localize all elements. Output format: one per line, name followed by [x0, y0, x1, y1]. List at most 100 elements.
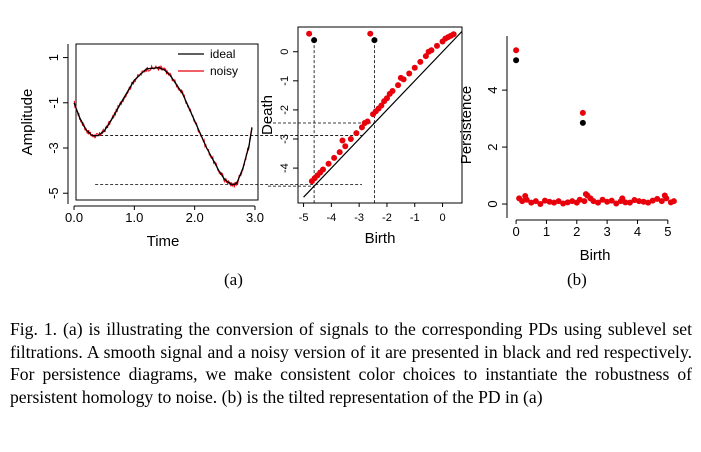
panel-3-point-noisy: [555, 198, 562, 205]
panel-2-point-noisy: [397, 74, 404, 81]
panel-1-frame: [75, 43, 259, 201]
panel-2-point-noisy: [450, 31, 457, 38]
panel-2-x-tick-label: 0: [439, 212, 445, 224]
panel-3-point-ideal: [579, 119, 586, 126]
panel-2-point-noisy: [347, 136, 354, 142]
figure-caption: Fig. 1. (a) is illustrating the conversi…: [10, 319, 692, 407]
panel-1-y-tick-label: -3: [46, 142, 61, 154]
panel-2-x-tick-label: -2: [382, 212, 392, 224]
panel-3-point-noisy: [654, 195, 661, 202]
panel-3-point-noisy: [551, 199, 558, 206]
panel-2-point-noisy: [395, 82, 402, 89]
panel-2-x-tick-label: -4: [326, 212, 336, 224]
panel-3-y-tick-label: 0: [485, 200, 500, 207]
panel-3-point-noisy: [645, 199, 652, 206]
panel-1-legend-label: ideal: [210, 47, 235, 61]
panel-3-point-noisy: [522, 193, 529, 200]
panel-3-point-noisy: [619, 195, 626, 202]
panel-3-x-tick-label: 1: [543, 224, 550, 239]
panel-2-x-tick-label: -1: [410, 212, 420, 224]
panel-1-x-tick-label: 2.0: [186, 210, 204, 225]
panel-1-x-tick-label: 1.0: [125, 210, 143, 225]
panel-3-x-tick-label: 4: [634, 224, 641, 239]
panel-3-point-noisy: [613, 200, 620, 207]
panel-2-point-noisy: [339, 137, 346, 144]
panel-2-frame: [297, 26, 463, 204]
figure-panels: 0.0 1.0 2.0 3.0 1 -1 -3 -5 Time Amplitude ideal noi…: [19, 26, 677, 264]
panel-3-xlabel: Birth: [580, 247, 611, 264]
panel-3-x-tick-label: 2: [573, 224, 580, 239]
panel-3-point-noisy: [604, 198, 611, 205]
panel-3-point-noisy: [631, 197, 638, 204]
panel-2-point-noisy: [425, 48, 432, 55]
panel-2-x-tick-label: -5: [299, 212, 309, 224]
panel-b-label: (b): [567, 270, 587, 289]
panel-3-y-tick-label: 2: [485, 143, 500, 150]
panel-2-point-noisy: [367, 30, 374, 37]
panel-3-point-noisy: [537, 201, 544, 208]
panel-1-series-ideal: [73, 67, 253, 186]
panel-1-xlabel: Time: [147, 233, 180, 250]
panel-3-point-noisy: [569, 198, 576, 205]
panel-3-point-noisy: [582, 191, 589, 198]
panel-2-point-noisy: [378, 102, 385, 109]
panel-2-point-noisy: [325, 160, 332, 167]
panel-1-series-noisy: [73, 64, 253, 189]
panel-1-x-tick-label: 3.0: [246, 210, 264, 225]
panel-2-point-noisy: [306, 30, 313, 37]
panel-2-ylabel: Death: [259, 95, 276, 135]
panel-3-point-noisy: [532, 198, 539, 205]
panel-3-point-noisy: [670, 198, 677, 205]
panel-3-point-noisy: [579, 109, 586, 116]
figure-1: 0.0 1.0 2.0 3.0 1 -1 -3 -5 Time Amplitude ideal noi…: [19, 26, 677, 264]
panel-2-y-tick-label: -4: [279, 163, 291, 173]
panel-a-label: (a): [224, 270, 243, 289]
panel-3-point-ideal: [513, 57, 520, 64]
panel-3-point-noisy: [599, 196, 606, 203]
panel-2-point-noisy: [353, 130, 360, 137]
panel-2-point-ideal: [371, 37, 378, 44]
panel-3-y-tick-label: 4: [485, 86, 500, 93]
panel-3-point-noisy: [541, 197, 548, 204]
panel-3-ylabel: Persistence: [458, 86, 475, 164]
panel-2-point-noisy: [406, 70, 413, 77]
panel-3-point-noisy: [661, 192, 668, 199]
panel-3-point-noisy: [590, 198, 597, 205]
panel-2-point-noisy: [358, 124, 365, 131]
panel-2-point-noisy: [417, 58, 424, 65]
panel-2-point-ideal: [311, 37, 318, 44]
panel-1-y-tick-label: -5: [46, 187, 61, 199]
panel-2-point-noisy: [320, 166, 327, 173]
panel-2-y-tick-label: 0: [279, 49, 291, 55]
panel-3-point-noisy: [649, 197, 656, 204]
panel-2-point-noisy: [342, 143, 349, 150]
panel-2-point-noisy: [331, 154, 338, 161]
panel-3-x-tick-label: 0: [512, 224, 519, 239]
panel-2-point-noisy: [336, 149, 343, 156]
panel-3-point-noisy: [608, 197, 615, 204]
panel-3-point-noisy: [576, 196, 583, 203]
panel-2-point-noisy: [422, 53, 429, 60]
panel-3-x-tick-label: 3: [604, 224, 611, 239]
panel-3-point-noisy: [528, 199, 535, 206]
panel-2-point-noisy: [383, 95, 390, 102]
panel-1-x-tick-label: 0.0: [65, 210, 83, 225]
panel-1-legend-label: noisy: [210, 64, 238, 78]
panel-3-point-noisy: [636, 198, 642, 205]
panel-3-point-noisy: [626, 199, 633, 206]
panel-2-x-tick-label: -3: [354, 212, 364, 224]
panel-2-y-tick-label: -3: [279, 134, 291, 144]
panel-2-point-noisy: [411, 64, 418, 71]
panel-3-point-noisy: [564, 199, 571, 206]
panel-2-point-noisy: [389, 88, 396, 94]
panel-3-point-noisy: [519, 198, 526, 205]
panel-2-y-tick-label: -1: [279, 76, 291, 86]
panel-3-point-noisy: [513, 47, 520, 54]
panel-3-point-noisy: [581, 198, 588, 205]
panel-3-point-noisy: [560, 200, 567, 207]
panel-3-point-noisy: [595, 199, 602, 206]
panel-3-point-noisy: [546, 198, 553, 205]
panel-2-point-noisy: [433, 42, 440, 49]
panel-2-xlabel: Birth: [365, 230, 396, 247]
panel-1-ylabel: Amplitude: [19, 89, 36, 156]
